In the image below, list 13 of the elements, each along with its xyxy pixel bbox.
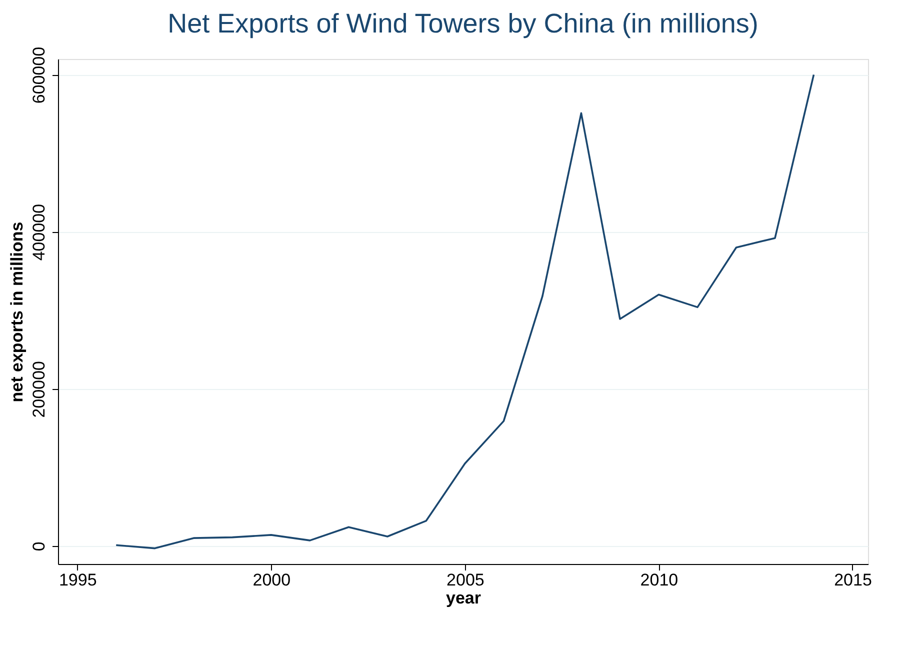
y-tick-label: 200000 (30, 360, 48, 418)
chart-title: Net Exports of Wind Towers by China (in millions) (168, 8, 758, 38)
line-series (115, 74, 815, 550)
y-tick-label: 600000 (30, 46, 48, 104)
x-tick-label: 1995 (58, 570, 97, 590)
y-axis-title: net exports in millions (8, 222, 26, 402)
x-tick-label: 2010 (640, 570, 678, 590)
x-axis-title: year (446, 588, 482, 608)
y-tick-label: 400000 (30, 204, 48, 261)
x-tick-label: 2005 (446, 570, 484, 590)
x-tick-label: 2015 (834, 570, 872, 590)
x-tick-label: 2000 (252, 570, 291, 590)
y-tick-label: 0 (30, 542, 48, 552)
